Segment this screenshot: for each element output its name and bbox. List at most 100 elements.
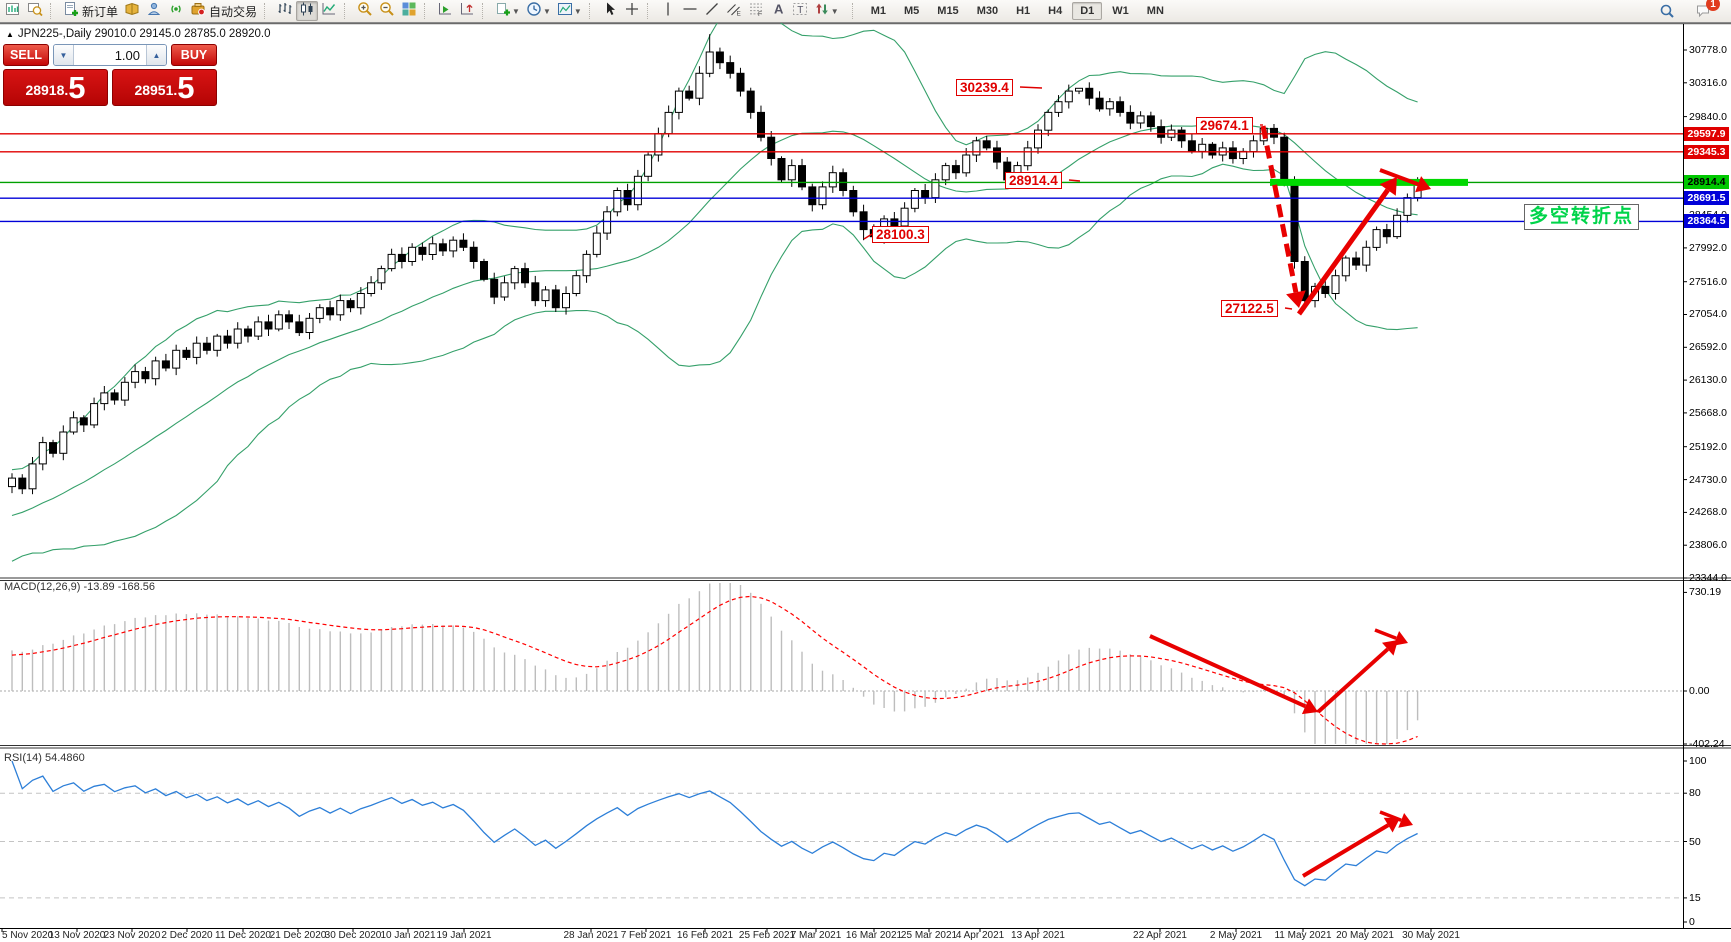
timeframe-d1-button[interactable]: D1 bbox=[1072, 2, 1103, 20]
timeframe-m1-button[interactable]: M1 bbox=[870, 5, 886, 17]
charts-button[interactable] bbox=[2, 1, 24, 21]
buy-price-dot: . bbox=[173, 82, 178, 98]
timeframe-h1-button[interactable]: H1 bbox=[1016, 5, 1031, 17]
vertical-line-button[interactable] bbox=[657, 1, 679, 21]
market-book-icon bbox=[124, 1, 140, 22]
buy-price-panel[interactable]: 28951. 5 bbox=[112, 69, 217, 106]
text-label-button[interactable]: T bbox=[789, 1, 811, 21]
chart-profiles-button[interactable] bbox=[24, 1, 46, 21]
group-separator bbox=[588, 3, 596, 19]
periods-button[interactable]: ▼ bbox=[523, 1, 554, 21]
group-separator bbox=[344, 3, 351, 19]
date-axis-label: 19 Jan 2021 bbox=[436, 930, 492, 941]
price-line-label: 29345.3 bbox=[1684, 145, 1729, 159]
price-axis-tick: 26592.0 bbox=[1689, 341, 1727, 353]
price-annotation[interactable]: 28100.3 bbox=[872, 226, 929, 243]
timeframe-m30-button[interactable]: M30 bbox=[976, 5, 999, 17]
price-axis-tick: 27516.0 bbox=[1689, 276, 1727, 288]
price-annotation[interactable]: 30239.4 bbox=[956, 79, 1013, 96]
new-order-button[interactable]: 新订单 bbox=[60, 1, 121, 21]
auto-trading-button[interactable]: 自动交易 bbox=[187, 1, 260, 21]
zoom-out-button[interactable] bbox=[376, 1, 398, 21]
rsi-axis-tick: 0 bbox=[1689, 916, 1695, 928]
date-axis-label: 7 Feb 2021 bbox=[620, 930, 672, 941]
sell-button[interactable]: SELL bbox=[3, 44, 49, 66]
volume-increase-button[interactable]: ▲ bbox=[146, 45, 166, 65]
chevron-down-icon[interactable]: ▼ bbox=[573, 6, 582, 16]
group-separator bbox=[424, 3, 431, 19]
price-annotation[interactable]: 28914.4 bbox=[1005, 172, 1062, 189]
rsi-axis-tick: 15 bbox=[1689, 892, 1701, 904]
date-axis-label: 11 Dec 2020 bbox=[215, 930, 271, 941]
price-annotation[interactable]: 29674.1 bbox=[1196, 117, 1253, 134]
crosshair-button[interactable] bbox=[621, 1, 643, 21]
tile-windows-button[interactable] bbox=[398, 1, 420, 21]
signals-button[interactable] bbox=[165, 1, 187, 21]
symbol-header: ▲ JPN225-,Daily 29010.0 29145.0 28785.0 2… bbox=[6, 28, 270, 40]
bar-chart-mode-button[interactable] bbox=[274, 1, 296, 21]
zoom-in-button[interactable] bbox=[354, 1, 376, 21]
sell-price-panel[interactable]: 28918. 5 bbox=[3, 69, 108, 106]
date-axis-label: 13 Apr 2021 bbox=[1011, 930, 1065, 941]
timeframe-m5-button[interactable]: M5 bbox=[904, 5, 920, 17]
cursor-button[interactable] bbox=[599, 1, 621, 21]
svg-text:F: F bbox=[758, 11, 762, 17]
new-order-icon bbox=[63, 1, 79, 22]
timeframe-m15-button[interactable]: M15 bbox=[937, 5, 959, 17]
date-axis-label: 28 Jan 2021 bbox=[563, 930, 619, 941]
crosshair-icon bbox=[624, 1, 640, 22]
arrows-shapes-icon bbox=[814, 1, 830, 22]
timeframe-mn-button[interactable]: MN bbox=[1146, 5, 1164, 17]
market-book-button[interactable] bbox=[121, 1, 143, 21]
indicators-icon bbox=[495, 1, 511, 22]
candle-chart-mode-button[interactable] bbox=[296, 1, 319, 21]
arrows-shapes-button[interactable]: ▼ bbox=[811, 1, 842, 21]
line-chart-mode-icon bbox=[321, 1, 337, 22]
market-button[interactable] bbox=[143, 1, 165, 21]
sell-price: 28918 bbox=[25, 82, 65, 98]
fibonacci-icon: F bbox=[748, 1, 764, 22]
horizontal-line-button[interactable] bbox=[679, 1, 701, 21]
group-separator bbox=[646, 3, 654, 19]
buy-button[interactable]: BUY bbox=[171, 44, 217, 66]
date-axis-label: 21 Dec 2020 bbox=[269, 930, 327, 941]
volume-decrease-button[interactable]: ▼ bbox=[54, 45, 74, 65]
timeframe-w1-button[interactable]: W1 bbox=[1112, 5, 1129, 17]
signals-icon bbox=[168, 1, 184, 22]
svg-text:A: A bbox=[774, 1, 784, 16]
turning-point-label[interactable]: 多空转折点 bbox=[1524, 204, 1640, 230]
date-axis-label: 16 Mar 2021 bbox=[845, 930, 903, 941]
chevron-down-icon[interactable]: ▼ bbox=[542, 6, 551, 16]
auto-scroll-button[interactable] bbox=[434, 1, 456, 21]
sell-price-dot: . bbox=[64, 82, 69, 98]
fibonacci-button[interactable]: F bbox=[745, 1, 767, 21]
date-axis-label: 7 Mar 2021 bbox=[790, 930, 842, 941]
chevron-down-icon[interactable]: ▼ bbox=[830, 6, 839, 16]
cursor-icon bbox=[602, 1, 618, 22]
notifications-chat-icon[interactable]: 1 bbox=[1692, 0, 1720, 21]
trendline-button[interactable] bbox=[701, 1, 723, 21]
date-axis-label: 22 Apr 2021 bbox=[1133, 930, 1187, 941]
macd-axis-tick: -402.24 bbox=[1689, 738, 1725, 750]
price-axis-tick: 30778.0 bbox=[1689, 44, 1727, 56]
search-icon[interactable] bbox=[1656, 1, 1678, 21]
price-axis-tick: 27054.0 bbox=[1689, 308, 1727, 320]
indicators-button[interactable]: ▼ bbox=[492, 1, 523, 21]
equidistant-channel-button[interactable]: E bbox=[723, 1, 745, 21]
chevron-down-icon[interactable]: ▼ bbox=[512, 6, 520, 16]
group-separator bbox=[264, 3, 271, 19]
line-chart-mode-button[interactable] bbox=[318, 1, 340, 21]
templates-button[interactable]: ▼ bbox=[554, 1, 585, 21]
tile-windows-icon bbox=[401, 1, 417, 22]
timeframe-h4-button[interactable]: H4 bbox=[1048, 5, 1063, 17]
price-annotation[interactable]: 27122.5 bbox=[1221, 300, 1278, 317]
templates-icon bbox=[557, 1, 573, 22]
text-button[interactable]: A bbox=[767, 1, 789, 21]
volume-input[interactable]: 1.00 bbox=[74, 45, 146, 65]
symbol-title: JPN225-,Daily 29010.0 29145.0 28785.0 28… bbox=[17, 28, 271, 40]
text-label-icon: T bbox=[792, 1, 808, 22]
date-axis-label: 5 Nov 2020 bbox=[2, 930, 54, 941]
zoom-in-icon bbox=[357, 1, 373, 22]
chart-shift-button[interactable] bbox=[456, 1, 478, 21]
